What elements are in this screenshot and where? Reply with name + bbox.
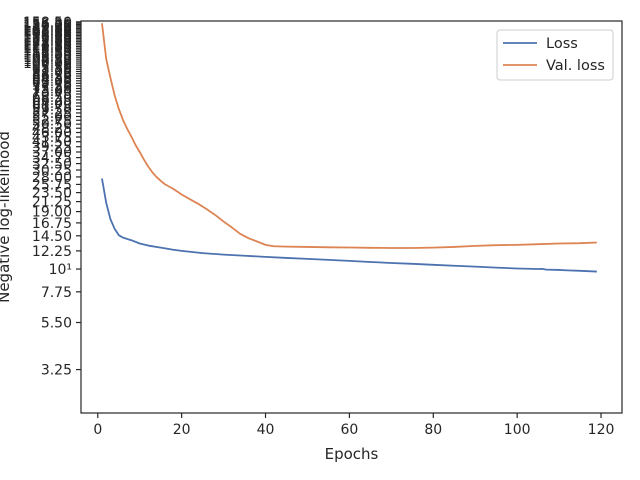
y-tick-label: 111.25 [23, 47, 72, 63]
y-tick-label: 3.25 [41, 363, 72, 379]
y-tick-label: 84.25 [32, 71, 72, 87]
y-tick-label: 66.25 [32, 93, 72, 109]
y-tick-label: 10¹ [49, 262, 72, 278]
y-tick-label: 21.25 [32, 195, 72, 211]
y-tick-label: 145.00 [23, 23, 72, 39]
y-tick-label: 149.50 [23, 20, 72, 36]
y-tick-label: 79.75 [32, 76, 72, 92]
y-tick-label: 124.75 [23, 36, 72, 52]
y-tick-label: 86.50 [32, 69, 72, 85]
y-tick-label: 100.00 [23, 56, 72, 72]
y-tick-label: 39.25 [32, 140, 72, 156]
y-tick-label: 82.00 [32, 74, 72, 90]
x-tick-label: 0 [93, 422, 102, 438]
y-tick-label: 75.25 [32, 81, 72, 97]
y-tick-label: 52.75 [32, 113, 72, 129]
y-tick-label: 43.75 [32, 130, 72, 146]
y-tick-label: 41.50 [32, 135, 72, 151]
y-tick-label: 68.50 [32, 90, 72, 106]
y-tick-label: 32.50 [32, 157, 72, 173]
y-tick-label: 16.75 [32, 216, 72, 232]
y-tick-label: 5.50 [41, 316, 72, 332]
y-tick-label: 95.50 [32, 60, 72, 76]
y-tick-label: 70.75 [32, 87, 72, 103]
legend-label-loss: Loss [546, 36, 578, 52]
x-tick-label: 100 [504, 422, 531, 438]
x-tick-label: 20 [173, 422, 191, 438]
y-tick-label: 73.00 [32, 84, 72, 100]
series-line-loss [101, 178, 597, 273]
y-tick-label: 14.50 [32, 229, 72, 245]
y-tick-label: 140.50 [23, 26, 72, 42]
y-tick-label: 48.25 [32, 121, 72, 137]
y-tick-label: 115.75 [23, 43, 72, 59]
y-tick-label: 154.00 [23, 17, 72, 33]
y-tick-label: 133.75 [23, 30, 72, 46]
x-tick-label: 60 [340, 422, 358, 438]
y-tick-label: 113.50 [23, 45, 72, 61]
y-tick-label: 120.25 [23, 40, 72, 56]
y-tick-label: 129.25 [23, 33, 72, 49]
y-axis-title: Negative log-likelihood [0, 131, 13, 303]
y-tick-label: 118.00 [23, 41, 72, 57]
y-tick-label: 46.00 [32, 126, 72, 142]
y-tick-label: 7.75 [41, 285, 72, 301]
y-tick-label: 93.25 [32, 62, 72, 78]
y-tick-label: 50.50 [32, 117, 72, 133]
y-tick-label: 97.75 [32, 58, 72, 74]
y-tick-label: 136.00 [23, 29, 72, 45]
plot-area [80, 20, 623, 414]
y-tick-label: 37.00 [32, 145, 72, 161]
x-tick-label: 80 [424, 422, 442, 438]
y-tick-label: 151.75 [23, 19, 72, 35]
y-tick-label: 28.00 [32, 170, 72, 186]
x-tick-label: 120 [588, 422, 615, 438]
y-axis: 3.25 5.50 7.75 10¹ 12.2514.5016.7519.0021.25… [23, 15, 81, 379]
y-tick-label: 77.50 [32, 79, 72, 95]
y-tick-label: 147.25 [23, 21, 72, 37]
y-tick-label: 23.50 [32, 186, 72, 202]
y-tick-label: 61.75 [32, 99, 72, 115]
y-tick-label: 104.50 [23, 52, 72, 68]
plot-frame [80, 20, 623, 414]
x-axis: 0 20 40 60 80 100 120 [93, 413, 614, 438]
y-tick-label: 122.50 [23, 38, 72, 54]
y-tick-label: 131.50 [23, 32, 72, 48]
x-tick-label: 40 [257, 422, 275, 438]
y-tick-label: 158.50 [23, 15, 72, 31]
y-tick-label: 127.00 [23, 35, 72, 51]
y-tick-label: 55.00 [32, 110, 72, 126]
y-tick-label: 59.50 [32, 102, 72, 118]
series-line-val-loss [101, 23, 597, 249]
y-tick-label: 34.75 [32, 151, 72, 167]
y-tick-label: 57.25 [32, 106, 72, 122]
series-lines [101, 23, 597, 273]
legend: Loss Val. loss [496, 29, 614, 81]
y-tick-label: 25.75 [32, 177, 72, 193]
y-tick-label: 19.00 [32, 205, 72, 221]
y-tick-label: 64.00 [32, 96, 72, 112]
y-tick-label: 91.00 [32, 64, 72, 80]
y-tick-label: 88.75 [32, 67, 72, 83]
y-tick-label: 142.75 [23, 24, 72, 40]
y-tick-label: 12.25 [32, 244, 72, 260]
y-tick-label: 138.25 [23, 27, 72, 43]
x-axis-title: Epochs [325, 445, 379, 463]
y-tick-label: 102.25 [23, 54, 72, 70]
y-tick-label: 30.25 [32, 163, 72, 179]
legend-label-val-loss: Val. loss [546, 58, 605, 74]
y-tick-label: 156.25 [23, 16, 72, 32]
y-tick-label: 109.00 [23, 48, 72, 64]
y-tick-label: 106.75 [23, 50, 72, 66]
